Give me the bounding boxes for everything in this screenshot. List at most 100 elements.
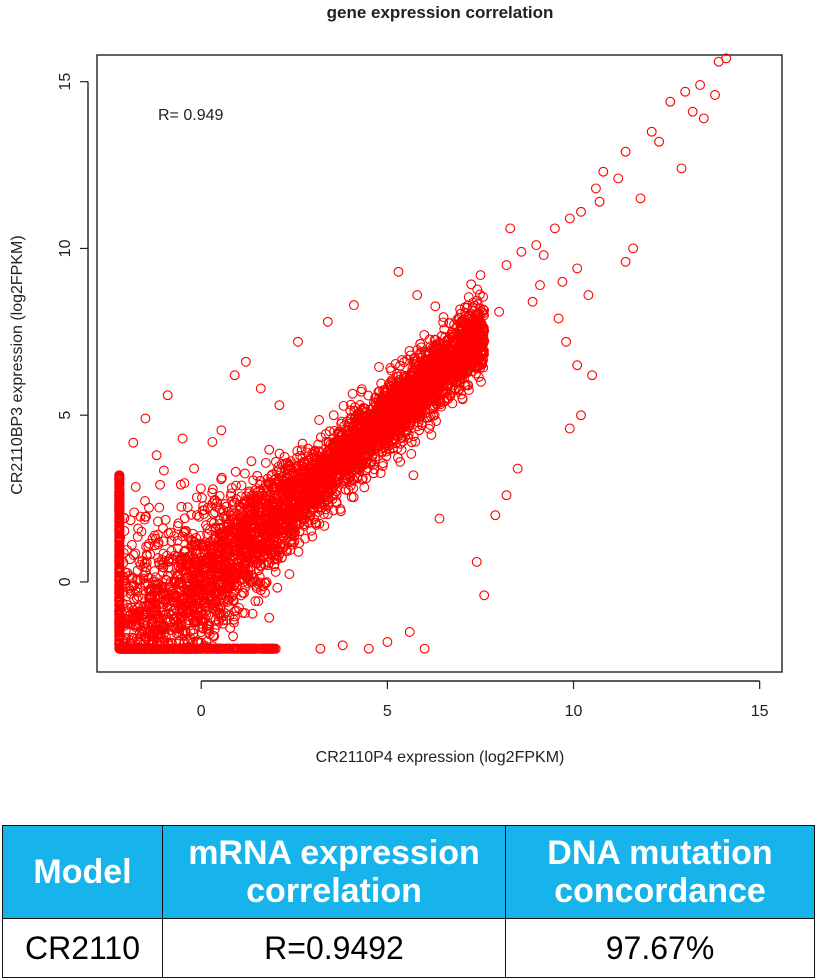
y-tick-label: 0 — [57, 577, 74, 586]
data-point — [721, 53, 732, 64]
data-point — [192, 557, 203, 568]
data-point — [471, 368, 481, 379]
data-point — [256, 513, 267, 524]
data-point — [224, 594, 234, 605]
data-point — [255, 577, 266, 588]
data-point — [255, 511, 266, 521]
data-point — [284, 569, 295, 580]
data-point — [242, 538, 253, 549]
data-point — [253, 596, 264, 607]
data-point — [260, 587, 270, 598]
data-point — [457, 351, 468, 361]
data-point — [248, 475, 259, 486]
data-point — [359, 414, 370, 425]
data-point — [402, 354, 413, 365]
data-point — [377, 417, 388, 428]
data-point — [399, 412, 410, 423]
data-point — [242, 548, 253, 559]
data-point — [322, 463, 332, 474]
data-point — [321, 436, 332, 447]
data-point — [230, 611, 240, 622]
data-point — [215, 575, 226, 586]
data-point — [209, 495, 220, 506]
data-point — [455, 328, 466, 339]
data-point — [130, 481, 141, 492]
data-point — [257, 643, 267, 654]
data-point — [146, 590, 157, 601]
data-point — [414, 377, 425, 388]
data-point — [257, 495, 268, 506]
data-point — [305, 479, 316, 490]
data-point — [356, 384, 367, 395]
data-point — [381, 451, 392, 462]
data-point — [394, 422, 405, 433]
data-point — [445, 318, 455, 329]
data-point — [409, 398, 420, 409]
data-point — [329, 488, 340, 499]
data-point — [471, 556, 482, 567]
data-point — [264, 612, 275, 623]
data-point — [268, 482, 279, 493]
data-point — [153, 557, 164, 568]
data-point — [455, 321, 466, 332]
data-point — [390, 359, 401, 369]
data-point — [359, 482, 370, 493]
data-point — [226, 488, 237, 499]
x-axis: 0 5 10 15 — [197, 680, 769, 720]
data-point — [348, 450, 359, 461]
data-point — [478, 291, 489, 302]
y-tick-label: 15 — [57, 73, 74, 91]
data-point — [447, 398, 458, 409]
data-point — [435, 393, 446, 404]
data-point — [181, 525, 191, 536]
data-point — [429, 410, 440, 421]
data-point — [249, 643, 260, 654]
data-point — [264, 515, 274, 525]
data-point — [341, 465, 352, 476]
data-point — [353, 463, 364, 474]
data-point — [348, 492, 359, 503]
data-point — [471, 329, 482, 340]
data-point — [279, 451, 290, 462]
data-point — [114, 526, 125, 537]
data-point — [382, 637, 393, 647]
data-point — [419, 329, 430, 340]
data-point — [114, 515, 125, 526]
data-point — [429, 380, 440, 391]
data-point — [309, 455, 320, 466]
data-point — [348, 300, 359, 311]
data-point — [400, 373, 411, 384]
data-point — [231, 580, 242, 591]
data-point — [516, 246, 527, 257]
data-point — [583, 290, 594, 301]
data-point — [352, 424, 363, 435]
data-point — [531, 240, 542, 251]
data-point — [303, 455, 314, 466]
data-point — [635, 193, 646, 204]
data-point — [314, 415, 325, 425]
data-point — [280, 494, 290, 505]
data-point — [274, 448, 285, 459]
data-point — [219, 556, 230, 567]
data-point — [298, 504, 309, 515]
data-point — [676, 163, 687, 174]
data-point — [213, 558, 224, 568]
data-point — [379, 390, 390, 401]
data-point — [230, 466, 241, 477]
data-point — [165, 576, 176, 587]
data-point — [576, 206, 586, 217]
data-point — [270, 508, 281, 519]
data-point — [395, 456, 406, 467]
data-point — [412, 395, 423, 406]
data-point — [254, 541, 265, 552]
data-point — [262, 503, 272, 514]
data-point — [297, 438, 308, 449]
data-point — [284, 468, 295, 479]
data-point — [231, 534, 242, 545]
data-point — [221, 501, 232, 512]
data-point — [380, 414, 391, 425]
data-point — [414, 348, 425, 359]
data-point — [385, 430, 396, 441]
data-point — [294, 538, 305, 548]
